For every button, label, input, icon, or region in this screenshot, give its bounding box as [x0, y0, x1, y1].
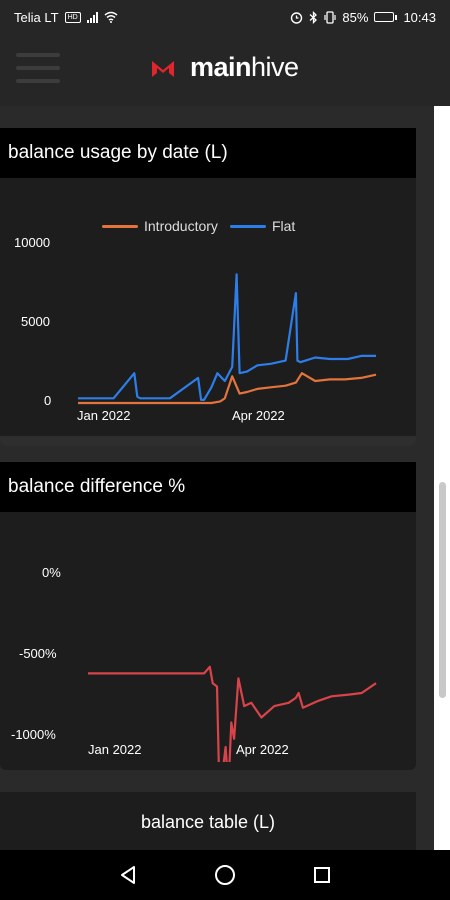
brand-name: mainhive: [190, 52, 299, 83]
usage-chart-plot[interactable]: [0, 128, 416, 428]
status-left: Telia LT HD: [14, 10, 118, 25]
bluetooth-icon: [309, 10, 318, 24]
difference-chart-plot[interactable]: [0, 462, 416, 762]
status-right: 85% 10:43: [290, 10, 436, 25]
back-triangle-icon: [121, 866, 136, 884]
system-nav-bar: [0, 850, 450, 900]
usage-chart-card: balance usage by date (L) Introductory F…: [0, 128, 416, 446]
back-button[interactable]: [108, 855, 148, 895]
usage-series-line-0[interactable]: [78, 372, 377, 405]
difference-chart-title: balance difference %: [0, 462, 416, 512]
legend-item-introductory[interactable]: Introductory: [102, 218, 218, 234]
usage-x-tick-apr: Apr 2022: [232, 408, 285, 423]
brand-name-light: hive: [251, 52, 299, 82]
scrollbar-track[interactable]: [434, 106, 450, 850]
card-footer: [0, 436, 416, 446]
legend-label-introductory: Introductory: [144, 218, 218, 234]
diff-x-tick-apr: Apr 2022: [236, 742, 289, 757]
battery-icon: [374, 12, 398, 22]
vibrate-icon: [324, 10, 337, 24]
diff-y-tick-0: 0%: [42, 565, 61, 580]
usage-chart-title: balance usage by date (L): [0, 128, 416, 178]
clock: 10:43: [403, 9, 436, 25]
usage-chart-legend: Introductory Flat: [102, 218, 307, 234]
wifi-icon: [104, 11, 118, 23]
mainhive-logo-icon: [152, 60, 174, 77]
recents-button[interactable]: [302, 855, 342, 895]
alarm-icon: [291, 11, 303, 24]
legend-label-flat: Flat: [271, 218, 296, 234]
recents-square-icon: [313, 867, 330, 883]
status-bar: Telia LT HD 85% 10:43: [0, 0, 450, 34]
usage-y-tick-5000: 5000: [21, 314, 50, 329]
dashboard-content[interactable]: balance usage by date (L) Introductory F…: [0, 106, 434, 850]
signal-icon: [86, 11, 98, 23]
diff-y-tick-1000: -1000%: [11, 727, 56, 742]
battery-percent: 85%: [342, 9, 369, 25]
difference-chart-card: balance difference % 0% -500% -1000% Jan…: [0, 462, 416, 770]
brand-logo: mainhive: [150, 52, 299, 83]
home-circle-icon: [214, 865, 235, 885]
legend-swatch-introductory: [102, 224, 138, 228]
menu-icon[interactable]: [16, 53, 60, 83]
balance-table-title: balance table (L): [140, 811, 276, 832]
carrier-name: Telia LT: [14, 9, 59, 25]
usage-y-tick-0: 0: [44, 393, 52, 408]
scrollbar-thumb[interactable]: [439, 482, 446, 698]
diff-x-tick-jan: Jan 2022: [88, 742, 142, 757]
brand-name-bold: main: [190, 52, 252, 82]
usage-x-tick-jan: Jan 2022: [77, 408, 131, 423]
home-button[interactable]: [205, 855, 245, 895]
diff-y-tick-500: -500%: [19, 646, 57, 661]
hd-badge: HD: [64, 11, 81, 23]
balance-table-card[interactable]: balance table (L): [0, 792, 416, 850]
app-header: mainhive: [0, 34, 450, 106]
legend-swatch-flat: [229, 224, 266, 228]
usage-y-tick-10000: 10000: [14, 235, 51, 250]
legend-item-flat[interactable]: Flat: [229, 218, 296, 234]
usage-series-line-1[interactable]: [78, 273, 376, 401]
difference-series-line-0[interactable]: [88, 665, 377, 762]
